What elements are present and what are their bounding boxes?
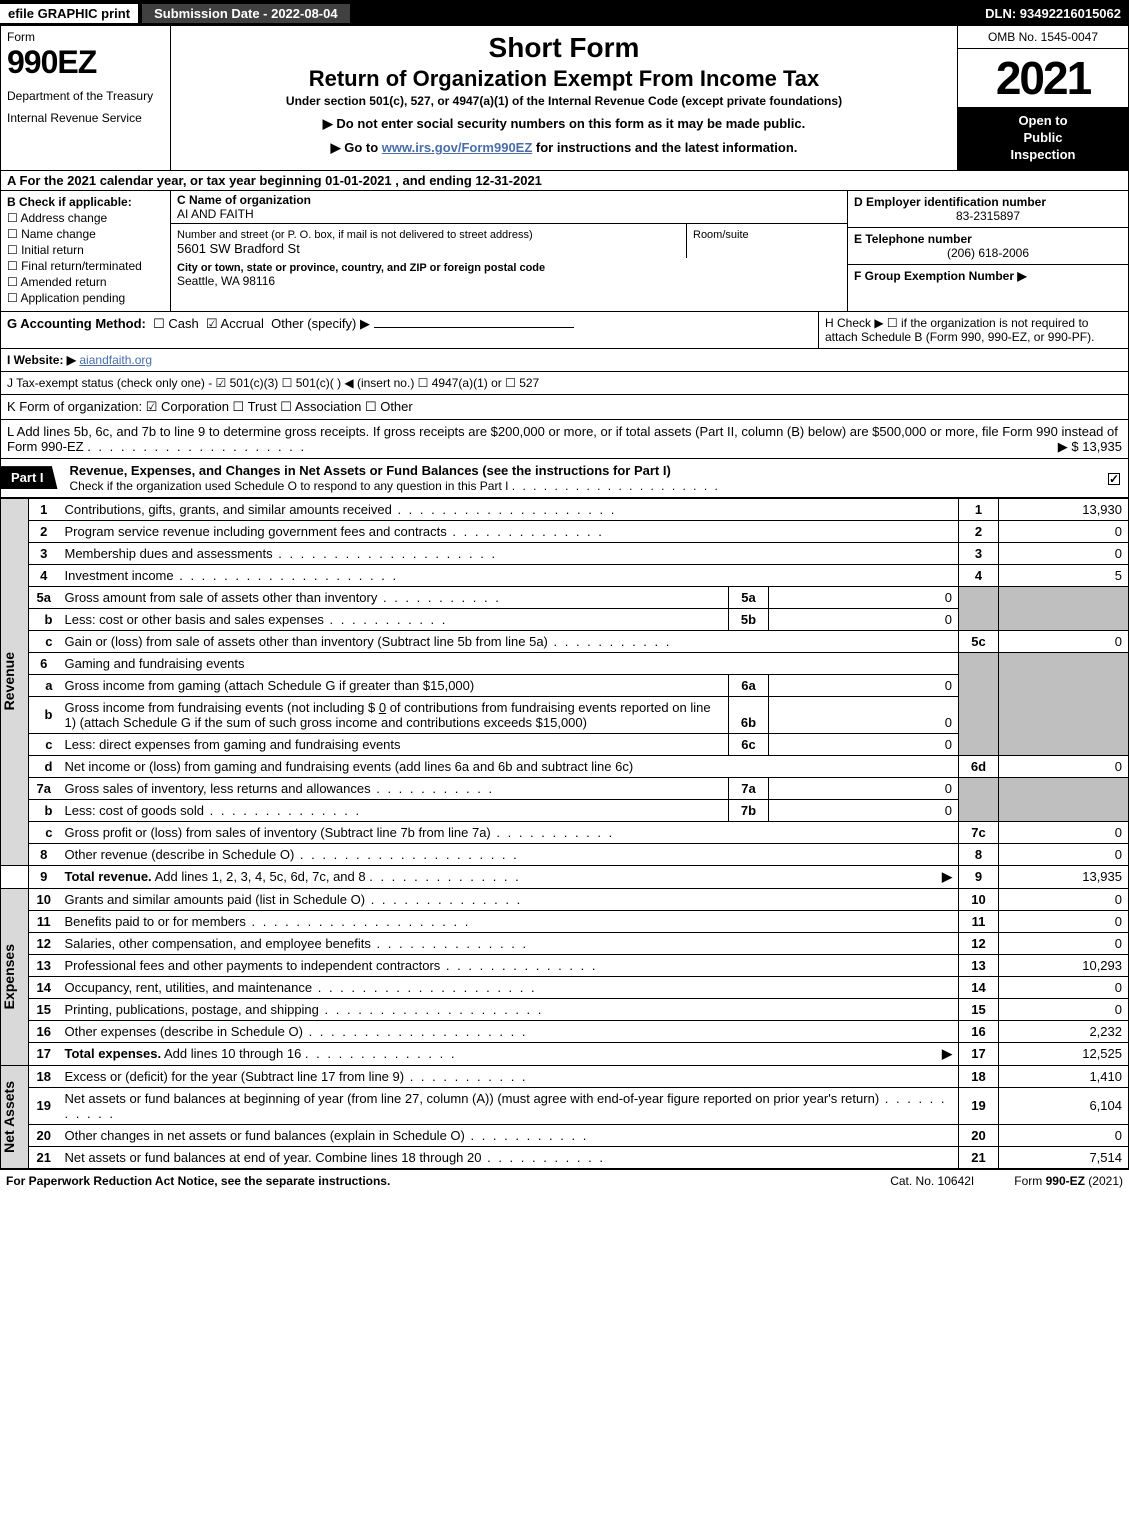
city-value: Seattle, WA 98116	[177, 274, 275, 288]
title-return: Return of Organization Exempt From Incom…	[181, 66, 947, 92]
street-label: Number and street (or P. O. box, if mail…	[177, 229, 533, 241]
part-1-title: Revenue, Expenses, and Changes in Net As…	[70, 459, 1108, 497]
subtitle: Under section 501(c), 527, or 4947(a)(1)…	[181, 94, 947, 108]
row-l-gross-receipts: L Add lines 5b, 6c, and 7b to line 9 to …	[0, 420, 1129, 459]
org-name: AI AND FAITH	[177, 207, 254, 221]
table-row: 4Investment income 45	[1, 564, 1129, 586]
table-row: 14Occupancy, rent, utilities, and mainte…	[1, 976, 1129, 998]
instruction-ssn: ▶ Do not enter social security numbers o…	[181, 116, 947, 132]
col-c-org-info: C Name of organization AI AND FAITH Numb…	[171, 191, 848, 311]
form-header: Form 990EZ Department of the Treasury In…	[0, 26, 1129, 171]
accounting-method: G Accounting Method: ☐ Cash ☑ Accrual Ot…	[1, 312, 818, 348]
ein-value: 83-2315897	[854, 209, 1122, 223]
table-row: 9Total revenue. Add lines 1, 2, 3, 4, 5c…	[1, 865, 1129, 888]
open-public-inspection: Open to Public Inspection	[958, 107, 1128, 170]
expenses-section-label: Expenses	[1, 888, 29, 1065]
cb-initial-return[interactable]: ☐ Initial return	[7, 243, 164, 257]
info-block: B Check if applicable: ☐ Address change …	[0, 191, 1129, 312]
part-1-label: Part I	[1, 466, 58, 489]
table-row: 20Other changes in net assets or fund ba…	[1, 1124, 1129, 1146]
part-1-table: Revenue 1 Contributions, gifts, grants, …	[0, 498, 1129, 1169]
row-k-org-form: K Form of organization: ☑ Corporation ☐ …	[0, 395, 1129, 420]
website-link[interactable]: aiandfaith.org	[79, 353, 152, 367]
col-def: D Employer identification number 83-2315…	[848, 191, 1128, 311]
top-bar: efile GRAPHIC print Submission Date - 20…	[0, 0, 1129, 26]
dln: DLN: 93492216015062	[985, 6, 1129, 21]
irs-link[interactable]: www.irs.gov/Form990EZ	[382, 140, 533, 155]
form-ref: Form 990-EZ (2021)	[1014, 1174, 1123, 1188]
table-row: 5aGross amount from sale of assets other…	[1, 586, 1129, 608]
col-b-checkboxes: B Check if applicable: ☐ Address change …	[1, 191, 171, 311]
netassets-section-label: Net Assets	[1, 1065, 29, 1168]
city-label: City or town, state or province, country…	[177, 262, 545, 274]
table-row: Net Assets 18Excess or (deficit) for the…	[1, 1065, 1129, 1087]
title-short-form: Short Form	[181, 32, 947, 64]
ein-label: D Employer identification number	[854, 195, 1046, 209]
table-row: 17Total expenses. Add lines 10 through 1…	[1, 1042, 1129, 1065]
table-row: 2Program service revenue including gover…	[1, 520, 1129, 542]
header-left: Form 990EZ Department of the Treasury In…	[1, 26, 171, 170]
table-row: cGross profit or (loss) from sales of in…	[1, 821, 1129, 843]
form-label: Form	[7, 30, 164, 44]
footer: For Paperwork Reduction Act Notice, see …	[0, 1169, 1129, 1192]
form-number: 990EZ	[7, 44, 164, 81]
table-row: dNet income or (loss) from gaming and fu…	[1, 755, 1129, 777]
header-right: OMB No. 1545-0047 2021 Open to Public In…	[958, 26, 1128, 170]
paperwork-notice: For Paperwork Reduction Act Notice, see …	[6, 1174, 850, 1188]
table-row: 8Other revenue (describe in Schedule O) …	[1, 843, 1129, 865]
table-row: cGain or (loss) from sale of assets othe…	[1, 630, 1129, 652]
cb-address-change[interactable]: ☐ Address change	[7, 211, 164, 225]
room-label: Room/suite	[693, 229, 749, 241]
cb-amended-return[interactable]: ☐ Amended return	[7, 275, 164, 289]
table-row: Expenses 10Grants and similar amounts pa…	[1, 888, 1129, 910]
group-exemption-label: F Group Exemption Number ▶	[854, 269, 1027, 283]
part-1-header: Part I Revenue, Expenses, and Changes in…	[0, 459, 1129, 498]
instruction-url: ▶ Go to www.irs.gov/Form990EZ for instru…	[181, 140, 947, 156]
phone-label: E Telephone number	[854, 232, 972, 246]
table-row: 6Gaming and fundraising events	[1, 652, 1129, 674]
street-value: 5601 SW Bradford St	[177, 241, 300, 256]
catalog-number: Cat. No. 10642I	[850, 1174, 1014, 1188]
table-row: 13Professional fees and other payments t…	[1, 954, 1129, 976]
revenue-section-label: Revenue	[1, 498, 29, 865]
schedule-b-check: H Check ▶ ☐ if the organization is not r…	[818, 312, 1128, 348]
row-j-tax-status: J Tax-exempt status (check only one) - ☑…	[0, 372, 1129, 395]
efile-label: efile GRAPHIC print	[0, 4, 138, 23]
part-1-schedule-o-checkbox[interactable]	[1108, 470, 1128, 485]
table-row: 19Net assets or fund balances at beginni…	[1, 1087, 1129, 1124]
row-i-website: I Website: ▶ aiandfaith.org	[0, 349, 1129, 372]
cb-application-pending[interactable]: ☐ Application pending	[7, 291, 164, 305]
cb-name-change[interactable]: ☐ Name change	[7, 227, 164, 241]
header-center: Short Form Return of Organization Exempt…	[171, 26, 958, 170]
row-gh: G Accounting Method: ☐ Cash ☑ Accrual Ot…	[0, 312, 1129, 349]
table-row: 12Salaries, other compensation, and empl…	[1, 932, 1129, 954]
table-row: 15Printing, publications, postage, and s…	[1, 998, 1129, 1020]
table-row: 7aGross sales of inventory, less returns…	[1, 777, 1129, 799]
dept-treasury: Department of the Treasury	[7, 89, 164, 103]
phone-value: (206) 618-2006	[854, 246, 1122, 260]
tax-year: 2021	[958, 49, 1128, 107]
table-row: 3Membership dues and assessments 30	[1, 542, 1129, 564]
table-row: 16Other expenses (describe in Schedule O…	[1, 1020, 1129, 1042]
table-row: Revenue 1 Contributions, gifts, grants, …	[1, 498, 1129, 520]
table-row: 21Net assets or fund balances at end of …	[1, 1146, 1129, 1168]
submission-date: Submission Date - 2022-08-04	[142, 4, 350, 23]
dept-irs: Internal Revenue Service	[7, 111, 164, 125]
table-row: 11Benefits paid to or for members 110	[1, 910, 1129, 932]
cb-final-return[interactable]: ☐ Final return/terminated	[7, 259, 164, 273]
omb-number: OMB No. 1545-0047	[958, 26, 1128, 49]
row-a-tax-year: A For the 2021 calendar year, or tax yea…	[0, 171, 1129, 191]
org-name-label: C Name of organization	[177, 193, 311, 207]
